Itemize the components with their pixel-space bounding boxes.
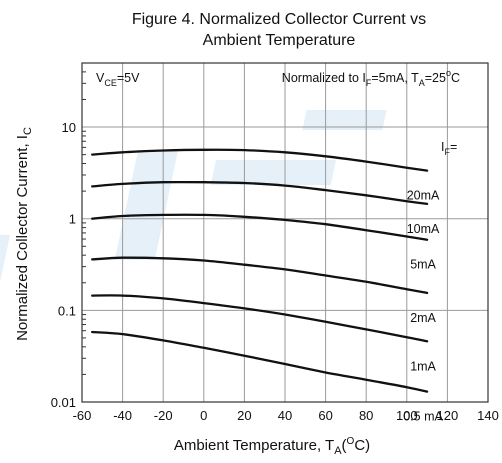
series-line [91,213,429,241]
x-tick-label: 100 [396,408,418,423]
plot-frame [81,62,489,403]
x-tick-label: 20 [237,408,251,423]
x-axis-label: Ambient Temperature, TA(OC) [174,436,370,457]
annotation-vce: VCE=5V [96,71,140,88]
y-tick-label: 0.1 [58,303,76,318]
series-line [91,256,429,295]
series-line [91,294,429,343]
x-tick-label: 80 [359,408,373,423]
chart-title-line1: Figure 4. Normalized Collector Current v… [132,11,426,28]
x-tick-label: 40 [278,408,292,423]
series-lines [91,148,429,393]
legend-header: IF= [441,140,457,157]
series-labels: 20mA 10mA 5mA 2mA 1mA 0.5 mA [403,189,443,424]
series-label: 0.5 mA [403,410,443,424]
series-label: 20mA [407,189,440,203]
series-line [91,180,429,206]
y-tick-label: 1 [69,212,76,227]
x-tick-label: 0 [200,408,207,423]
series-label: 10mA [407,222,440,236]
annotation-normalized: Normalized to IF=5mA, TA=25oC [282,68,460,88]
series-line [91,148,429,172]
y-tick-label: 10 [62,120,76,135]
x-tick-label: -20 [154,408,173,423]
x-tick-labels: -60 -40 -20 0 20 40 60 80 100 120 140 [73,408,499,423]
x-tick-label: 60 [318,408,332,423]
series-label: 1mA [410,359,436,373]
chart-title-line2: Ambient Temperature [203,32,356,49]
series-label: 2mA [410,311,436,325]
y-tick-label: 0.01 [51,395,76,410]
series-label: 5mA [410,258,436,272]
y-tick-labels: 0.01 0.1 1 10 [51,120,76,410]
x-tick-label: -40 [113,408,132,423]
series-line [91,330,429,393]
x-tick-label: 120 [437,408,459,423]
x-tick-label: -60 [73,408,92,423]
x-tick-label: 140 [477,408,499,423]
y-axis-label: Normalized Collector Current, IC [14,127,34,341]
watermark [0,110,387,295]
